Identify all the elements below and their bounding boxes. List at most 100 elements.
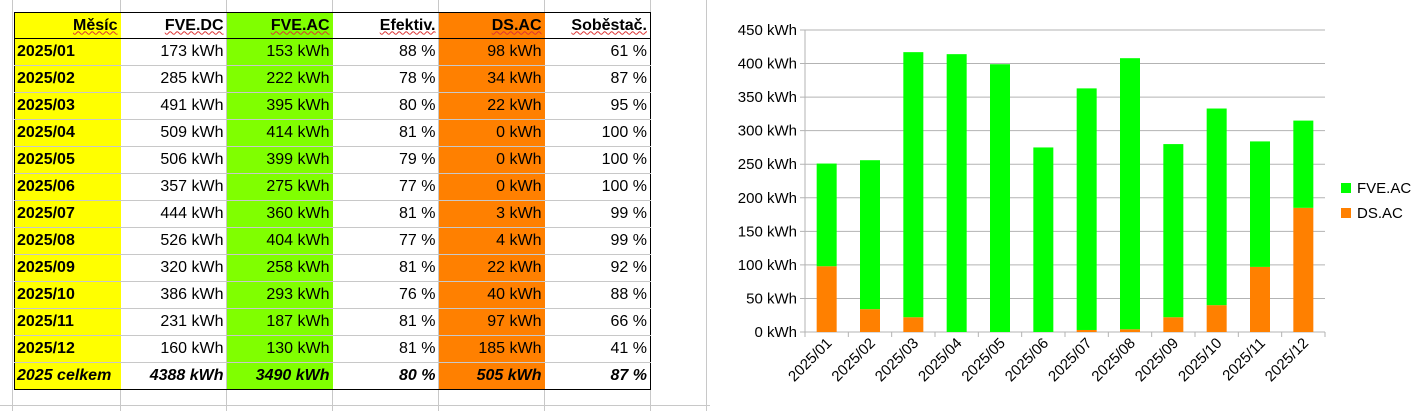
cell-sobestac[interactable]: 61 % [544,38,651,66]
cell-ds-ac[interactable]: 0 kWh [438,119,545,147]
cell-sobestac[interactable]: 95 % [544,92,651,120]
cell-fve-ac[interactable]: 3490 kWh [226,362,333,390]
cell-ds-ac[interactable]: 34 kWh [438,65,545,93]
x-tick-label: 2025/01 [785,335,835,385]
cell-sobestac[interactable]: 41 % [544,335,651,363]
cell-efektiv[interactable]: 79 % [332,146,439,174]
cell-fve-dc[interactable]: 231 kWh [120,308,227,336]
cell-sobestac[interactable]: 100 % [544,173,651,201]
header-ds-ac[interactable]: DS.AC [438,12,545,39]
cell-month[interactable]: 2025 celkem [14,362,121,390]
cell-fve-dc[interactable]: 173 kWh [120,38,227,66]
cell-fve-ac[interactable]: 258 kWh [226,254,333,282]
cell-fve-ac[interactable]: 153 kWh [226,38,333,66]
cell-efektiv[interactable]: 81 % [332,119,439,147]
cell-ds-ac[interactable]: 4 kWh [438,227,545,255]
cell-fve-dc[interactable]: 386 kWh [120,281,227,309]
cell-month[interactable]: 2025/04 [14,119,121,147]
cell-efektiv[interactable]: 81 % [332,200,439,228]
cell-ds-ac[interactable]: 98 kWh [438,38,545,66]
x-tick-label: 2025/05 [958,335,1008,385]
cell-efektiv[interactable]: 78 % [332,65,439,93]
cell-sobestac[interactable]: 66 % [544,308,651,336]
cell-fve-dc[interactable]: 4388 kWh [149,367,224,384]
cell-sobestac[interactable]: 100 % [544,119,651,147]
header-row: Měsíc FVE.DC FVE.AC Efektiv. DS.AC Soběstač. [14,12,651,39]
table-row: 2025/11 231 kWh 187 kWh 81 % 97 kWh 66 % [14,308,651,336]
cell-month[interactable]: 2025/06 [14,173,121,201]
cell-ds-ac[interactable]: 0 kWh [438,146,545,174]
cell-ds-ac[interactable]: 3 kWh [438,200,545,228]
cell-fve-ac[interactable]: 130 kWh [226,335,333,363]
cell-month[interactable]: 2025/08 [14,227,121,255]
cell-ds-ac[interactable]: 97 kWh [438,308,545,336]
bar-fve-ac [1163,144,1184,318]
cell-fve-dc[interactable]: 509 kWh [120,119,227,147]
cell-efektiv[interactable]: 81 % [332,335,439,363]
cell-fve-ac[interactable]: 222 kWh [226,65,333,93]
cell-efektiv[interactable]: 77 % [332,227,439,255]
cell-fve-dc[interactable]: 526 kWh [120,227,227,255]
cell-fve-ac[interactable]: 399 kWh [226,146,333,174]
header-fve-ac[interactable]: FVE.AC [226,12,333,39]
cell-month[interactable]: 2025/05 [14,146,121,174]
cell-efektiv[interactable]: 77 % [332,173,439,201]
cell-sobestac[interactable]: 100 % [544,146,651,174]
cell-fve-dc[interactable]: 506 kWh [120,146,227,174]
legend-label: DS.AC [1357,205,1403,222]
cell-fve-ac[interactable]: 395 kWh [226,92,333,120]
cell-efektiv[interactable]: 76 % [332,281,439,309]
cell-month[interactable]: 2025/09 [14,254,121,282]
cell-month[interactable]: 2025/12 [14,335,121,363]
cell-month[interactable]: 2025/10 [14,281,121,309]
cell-fve-dc[interactable]: 160 kWh [120,335,227,363]
cell-ds-ac[interactable]: 22 kWh [438,92,545,120]
cell-ds-ac[interactable]: 0 kWh [438,173,545,201]
header-label: FVE.AC [270,16,330,34]
bar-ds-ac [903,317,924,332]
cell-month[interactable]: 2025/03 [14,92,121,120]
bar-fve-ac [990,64,1010,332]
cell-sobestac[interactable]: 88 % [544,281,651,309]
header-sobestac[interactable]: Soběstač. [544,12,651,39]
cell-month[interactable]: 2025/11 [14,308,121,336]
bar-fve-ac [1206,108,1227,306]
cell-ds-ac[interactable]: 505 kWh [438,362,545,390]
cell-ds-ac[interactable]: 40 kWh [438,281,545,309]
cell-fve-ac[interactable]: 275 kWh [226,173,333,201]
cell-month[interactable]: 2025/07 [14,200,121,228]
table-row: 2025/02 285 kWh 222 kWh 78 % 34 kWh 87 % [14,65,651,93]
table-row: 2025/01 173 kWh 153 kWh 88 % 98 kWh 61 % [14,38,651,66]
cell-efektiv[interactable]: 81 % [332,308,439,336]
cell-fve-dc[interactable]: 320 kWh [120,254,227,282]
cell-sobestac[interactable]: 92 % [544,254,651,282]
cell-ds-ac[interactable]: 22 kWh [438,254,545,282]
cell-fve-dc[interactable]: 491 kWh [120,92,227,120]
cell-fve-dc[interactable]: 285 kWh [120,65,227,93]
cell-efektiv[interactable]: 81 % [332,254,439,282]
cell-sobestac[interactable]: 99 % [544,227,651,255]
cell-sobestac[interactable]: 99 % [544,200,651,228]
cell-fve-dc[interactable]: 444 kWh [120,200,227,228]
cell-sobestac[interactable]: 87 % [610,367,647,384]
cell-fve-ac[interactable]: 187 kWh [226,308,333,336]
y-tick-label: 200 kWh [738,190,797,207]
bar-ds-ac [860,309,880,332]
cell-month[interactable]: 2025/01 [14,38,121,66]
cell-fve-ac[interactable]: 293 kWh [226,281,333,309]
x-tick-label: 2025/08 [1088,335,1138,385]
cell-ds-ac[interactable]: 185 kWh [438,335,545,363]
cell-fve-ac[interactable]: 360 kWh [226,200,333,228]
header-fve-dc[interactable]: FVE.DC [120,12,227,39]
cell-fve-ac[interactable]: 414 kWh [226,119,333,147]
header-label: DS.AC [491,16,542,34]
cell-efektiv[interactable]: 80 % [399,367,436,384]
cell-fve-ac[interactable]: 404 kWh [226,227,333,255]
header-month[interactable]: Měsíc [14,12,121,39]
header-efektiv[interactable]: Efektiv. [332,12,439,39]
cell-sobestac[interactable]: 87 % [544,65,651,93]
cell-month[interactable]: 2025/02 [14,65,121,93]
cell-efektiv[interactable]: 88 % [332,38,439,66]
cell-fve-dc[interactable]: 357 kWh [120,173,227,201]
cell-efektiv[interactable]: 80 % [332,92,439,120]
